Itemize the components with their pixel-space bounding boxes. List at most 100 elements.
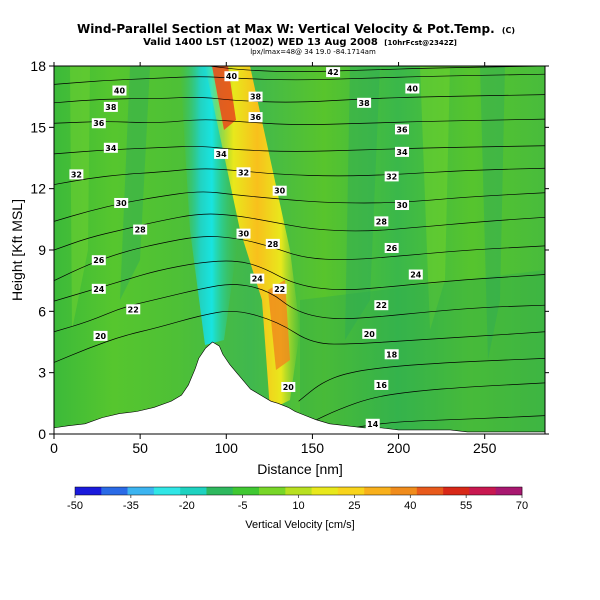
contour-label: 30 xyxy=(272,185,287,196)
colorbar-tick-label: -35 xyxy=(123,500,139,512)
colorbar-swatch xyxy=(75,487,102,495)
contour-label-text: 30 xyxy=(116,199,128,208)
contour-label: 38 xyxy=(103,101,118,112)
contour-label: 20 xyxy=(93,330,108,341)
contour-label-box xyxy=(384,171,399,182)
x-tick-label: 200 xyxy=(387,440,411,456)
contour-label-text: 40 xyxy=(226,72,238,81)
contour-label-box xyxy=(374,379,389,390)
y-tick-label: 12 xyxy=(30,181,46,197)
velocity-streak xyxy=(480,66,505,360)
colorbar-swatch xyxy=(390,487,418,495)
plot-area: 4038363432302826242220403836343230302824… xyxy=(54,66,545,434)
contour-label-box xyxy=(248,112,263,123)
colorbar-label: Vertical Velocity [cm/s] xyxy=(245,519,354,531)
contour-label-text: 34 xyxy=(396,148,408,157)
contour-label-box xyxy=(405,83,420,94)
colorbar-swatch xyxy=(311,487,339,495)
contour-label-box xyxy=(272,283,287,294)
x-tick-label: 0 xyxy=(50,440,58,456)
contour-label: 30 xyxy=(236,228,251,239)
y-axis-label: Height [Kft MSL] xyxy=(9,199,25,301)
contour-label-box xyxy=(326,67,341,78)
colorbar-tick-label: 55 xyxy=(460,500,472,512)
contour-label-text: 34 xyxy=(216,150,228,159)
contour-label: 36 xyxy=(395,124,410,135)
colorbar-tick-label: 70 xyxy=(516,500,528,512)
contour-label: 30 xyxy=(114,197,129,208)
x-tick-label: 50 xyxy=(132,440,148,456)
contour-label-box xyxy=(114,197,129,208)
colorbar-swatch xyxy=(206,487,234,495)
contour-label-text: 24 xyxy=(252,275,264,284)
contour-label-box xyxy=(272,185,287,196)
contour-label: 24 xyxy=(91,283,106,294)
contour-label: 22 xyxy=(272,283,287,294)
contour-label-text: 34 xyxy=(105,144,117,153)
chart-subtitle: Valid 1400 LST (1200Z) WED 13 Aug 2008 [… xyxy=(143,37,457,48)
theta-contour-20 xyxy=(54,310,545,363)
contour-label-text: 24 xyxy=(410,271,422,280)
contour-label: 28 xyxy=(374,216,389,227)
colorbar-tick-label: -20 xyxy=(179,500,195,512)
contour-label-box xyxy=(91,283,106,294)
contour-label-box xyxy=(365,418,380,429)
colorbar-swatch xyxy=(364,487,391,495)
contour-label-text: 22 xyxy=(376,301,387,310)
contour-label: 28 xyxy=(265,238,280,249)
contour-label: 24 xyxy=(408,269,423,280)
contour-label: 18 xyxy=(384,349,399,360)
contour-label: 20 xyxy=(281,381,296,392)
contour-label-box xyxy=(133,224,148,235)
contour-label: 36 xyxy=(248,112,263,123)
contour-label-text: 32 xyxy=(71,170,82,179)
colorbar-swatch xyxy=(285,487,312,495)
contour-label: 34 xyxy=(395,146,410,157)
contour-label: 30 xyxy=(395,200,410,211)
contour-label: 40 xyxy=(224,71,239,82)
contour-label-box xyxy=(362,328,377,339)
contour-label-box xyxy=(91,255,106,266)
colorbar: -50 -35 -20 -5 10 25 40 55 70 xyxy=(67,486,528,512)
contour-label-box xyxy=(384,242,399,253)
contour-label-text: 36 xyxy=(250,113,262,122)
contour-label-text: 26 xyxy=(93,256,105,265)
colorbar-swatch xyxy=(443,487,470,495)
contour-label-box xyxy=(224,71,239,82)
contour-label-box xyxy=(395,124,410,135)
x-tick-label: 100 xyxy=(215,440,239,456)
chart-title: Wind-Parallel Section at Max W: Vertical… xyxy=(77,22,515,36)
info-line: lpx/lmax=48@ 34 19.0 -84.1714am xyxy=(250,48,376,56)
contour-label: 36 xyxy=(91,118,106,129)
contour-label: 34 xyxy=(214,148,229,159)
y-tick-label: 0 xyxy=(38,426,46,442)
contour-label: 28 xyxy=(133,224,148,235)
contour-label: 22 xyxy=(374,300,389,311)
contour-label-box xyxy=(374,300,389,311)
contour-label: 26 xyxy=(91,255,106,266)
contour-label-text: 22 xyxy=(274,285,285,294)
theta-contour-42 xyxy=(209,66,545,72)
theta-contour-22 xyxy=(54,284,545,333)
contour-label-text: 32 xyxy=(238,168,249,177)
colorbar-tick-label: 10 xyxy=(292,500,304,512)
velocity-streak xyxy=(300,270,545,434)
contour-label-box xyxy=(357,97,372,108)
colorbar-swatch xyxy=(259,487,286,495)
contour-label: 32 xyxy=(384,171,399,182)
velocity-streak xyxy=(420,66,450,330)
contour-label-box xyxy=(248,91,263,102)
contour-label-box xyxy=(265,238,280,249)
y-tick-label: 9 xyxy=(38,242,46,258)
colorbar-swatch xyxy=(337,487,365,495)
contour-label-text: 16 xyxy=(376,381,388,390)
contour-label-box xyxy=(103,101,118,112)
contour-label-box xyxy=(281,381,296,392)
y-tick-label: 15 xyxy=(30,119,46,135)
contour-label-box xyxy=(408,269,423,280)
y-tick-label: 6 xyxy=(38,303,46,319)
contour-label: 34 xyxy=(103,142,118,153)
contour-label: 32 xyxy=(69,169,84,180)
